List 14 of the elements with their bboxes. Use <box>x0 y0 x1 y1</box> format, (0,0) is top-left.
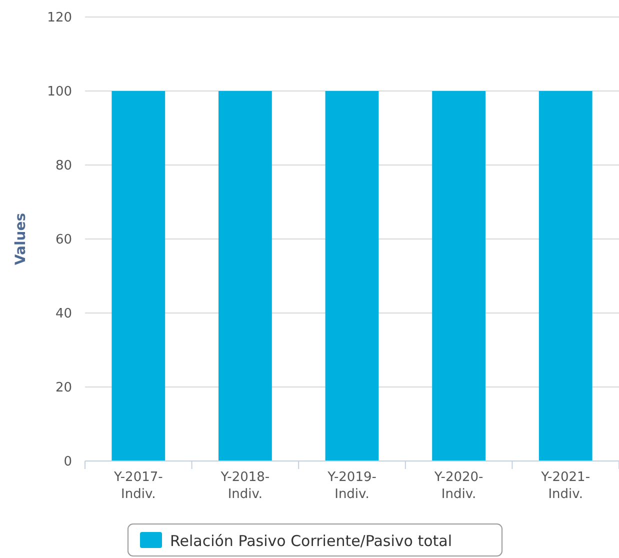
y-tick-label: 100 <box>47 84 72 100</box>
y-tick-label: 20 <box>55 380 72 396</box>
y-axis-title: Values <box>13 212 29 266</box>
x-tick-label: Y-2017-Indiv. <box>112 470 164 502</box>
x-tick-label: Y-2018-Indiv. <box>220 470 270 502</box>
y-tick-label: 0 <box>64 454 72 470</box>
y-tick-label: 60 <box>55 232 72 248</box>
y-tick-label: 40 <box>55 306 72 322</box>
y-tick-label: 80 <box>55 158 72 174</box>
y-tick-label: 120 <box>47 10 72 26</box>
x-tick-label: Y-2021-Indiv. <box>540 470 590 502</box>
x-tick-label: Y-2019-Indiv. <box>326 470 377 502</box>
x-tick-label: Y-2020-Indiv. <box>433 470 484 502</box>
legend-label: Relación Pasivo Corriente/Pasivo total <box>170 532 452 550</box>
